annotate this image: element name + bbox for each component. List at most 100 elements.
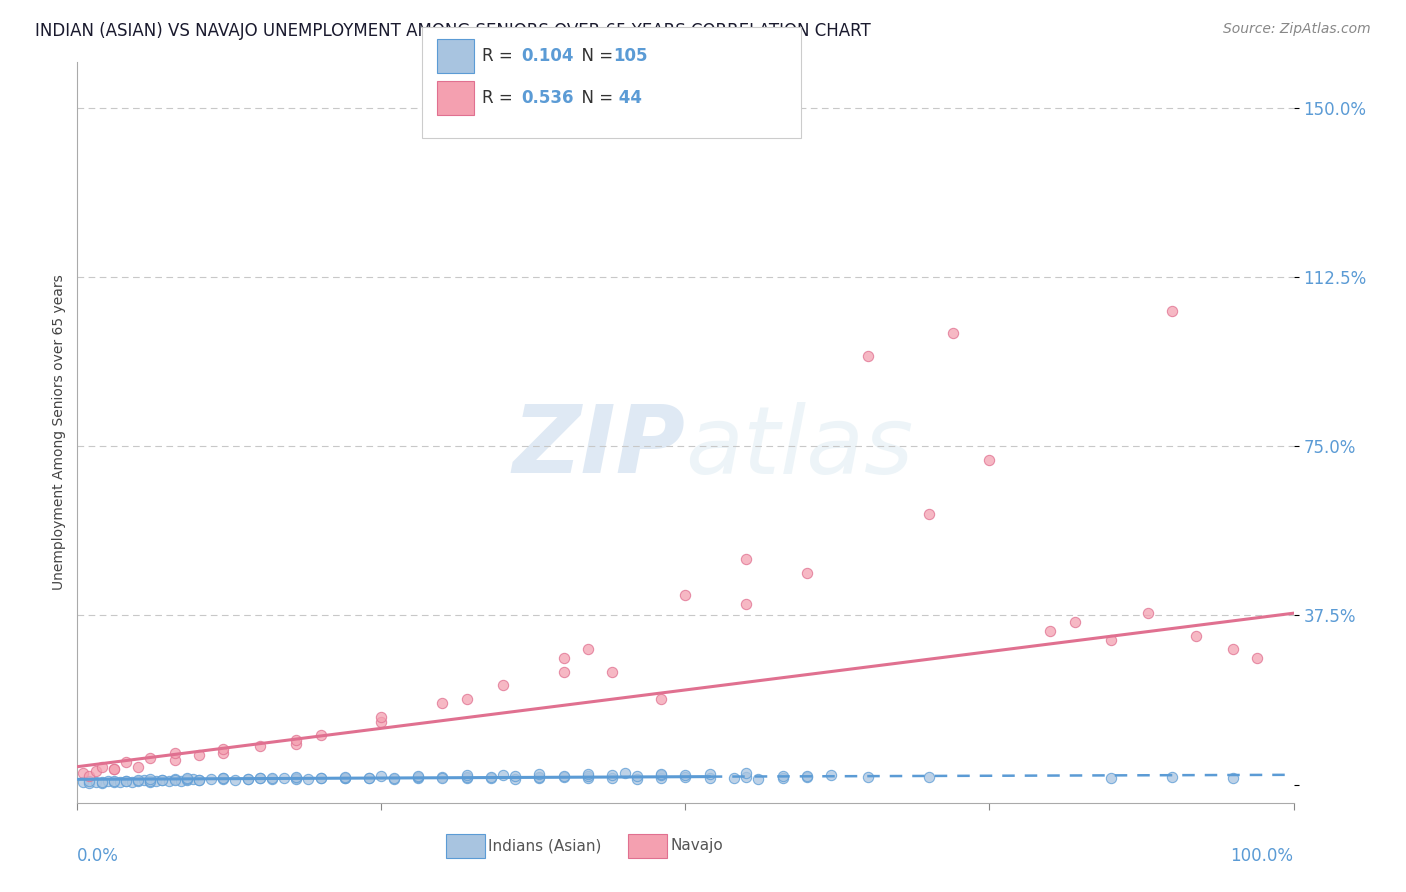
Text: N =: N = xyxy=(571,47,619,65)
Point xyxy=(163,746,186,760)
Point xyxy=(370,714,392,729)
Point xyxy=(553,665,575,679)
Point xyxy=(309,771,332,785)
Point xyxy=(139,750,162,764)
Point xyxy=(212,771,235,785)
Point xyxy=(1185,629,1208,643)
Point xyxy=(456,692,478,706)
Point xyxy=(553,769,575,783)
Point xyxy=(145,773,167,788)
Point xyxy=(626,772,648,786)
Point xyxy=(72,775,94,789)
Text: 0.0%: 0.0% xyxy=(77,847,120,865)
Point xyxy=(1099,633,1122,648)
Point xyxy=(236,772,259,787)
Point xyxy=(212,746,235,760)
Point xyxy=(675,768,697,782)
Point xyxy=(576,769,599,783)
Point xyxy=(115,773,138,788)
Point xyxy=(157,774,180,789)
Point xyxy=(103,773,125,788)
Point xyxy=(121,775,143,789)
Text: N =: N = xyxy=(571,89,619,107)
Point xyxy=(723,771,745,785)
Point xyxy=(529,770,551,784)
Point xyxy=(1039,624,1062,639)
Point xyxy=(152,772,174,787)
Point xyxy=(602,665,624,679)
Text: Indians (Asian): Indians (Asian) xyxy=(488,838,602,854)
Point xyxy=(79,776,101,790)
Point xyxy=(181,772,204,786)
Point xyxy=(285,732,308,747)
Text: ZIP: ZIP xyxy=(513,401,686,493)
Point xyxy=(1161,770,1184,784)
Point xyxy=(456,770,478,784)
Point xyxy=(1222,771,1244,785)
Point xyxy=(333,772,356,786)
Point xyxy=(382,772,405,786)
Point xyxy=(84,775,107,789)
Point xyxy=(1222,642,1244,657)
Point xyxy=(139,774,162,789)
Text: 105: 105 xyxy=(613,47,648,65)
Point xyxy=(492,768,515,782)
Point xyxy=(285,771,308,785)
Point xyxy=(115,774,138,789)
Point xyxy=(747,772,769,786)
Point xyxy=(152,772,174,787)
Point xyxy=(456,768,478,782)
Point xyxy=(503,769,526,783)
Point xyxy=(359,771,381,785)
Text: R =: R = xyxy=(482,47,519,65)
Point xyxy=(249,771,271,785)
Point xyxy=(359,771,381,785)
Point xyxy=(103,775,125,789)
Point xyxy=(406,769,429,783)
Point xyxy=(650,692,672,706)
Point xyxy=(139,772,162,786)
Point xyxy=(430,770,453,784)
Point xyxy=(176,772,198,787)
Point xyxy=(856,770,879,784)
Point xyxy=(492,678,515,692)
Point xyxy=(576,767,599,781)
Point xyxy=(260,772,283,786)
Point xyxy=(103,762,125,776)
Text: R =: R = xyxy=(482,89,519,107)
Point xyxy=(675,770,697,784)
Point xyxy=(553,770,575,784)
Point xyxy=(650,771,672,785)
Point xyxy=(224,772,246,787)
Point xyxy=(163,753,186,767)
Point xyxy=(188,748,211,763)
Point xyxy=(309,771,332,785)
Point xyxy=(84,764,107,779)
Point xyxy=(176,772,198,787)
Point xyxy=(115,755,138,769)
Point xyxy=(249,771,271,785)
Point xyxy=(735,597,758,611)
Point xyxy=(212,772,235,786)
Point xyxy=(942,326,965,341)
Point xyxy=(529,771,551,785)
Point xyxy=(918,507,941,521)
Point xyxy=(796,770,818,784)
Point xyxy=(176,772,198,786)
Point xyxy=(163,772,186,787)
Point xyxy=(170,773,193,788)
Point xyxy=(200,772,222,787)
Point xyxy=(333,770,356,784)
Point xyxy=(103,762,125,776)
Point xyxy=(430,697,453,711)
Point xyxy=(370,710,392,724)
Point xyxy=(479,771,502,785)
Point xyxy=(90,776,112,790)
Point xyxy=(333,772,356,786)
Point xyxy=(576,642,599,657)
Point xyxy=(1099,771,1122,785)
Point xyxy=(735,770,758,784)
Point xyxy=(856,349,879,363)
Point xyxy=(249,739,271,754)
FancyBboxPatch shape xyxy=(446,834,485,857)
